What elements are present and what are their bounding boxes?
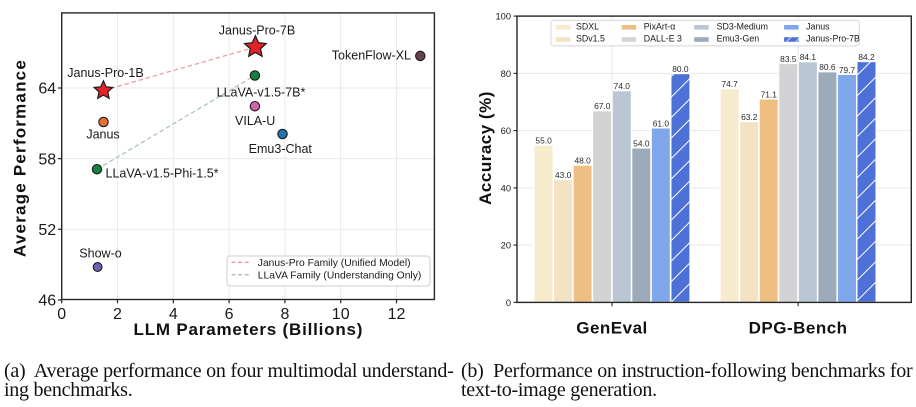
svg-text:Average Performance: Average Performance [11,59,30,257]
svg-text:LLM Parameters (Billions): LLM Parameters (Billions) [134,320,364,339]
svg-text:12: 12 [388,306,406,323]
svg-text:83.5: 83.5 [780,54,797,64]
svg-text:80: 80 [501,69,511,79]
svg-text:48.0: 48.0 [575,156,592,166]
svg-text:0: 0 [506,298,511,308]
svg-text:Emu3-Chat: Emu3-Chat [249,142,313,156]
svg-text:LLaVA-v1.5-Phi-1.5*: LLaVA-v1.5-Phi-1.5* [106,166,219,180]
svg-text:80.6: 80.6 [819,62,836,72]
svg-text:20: 20 [501,241,511,251]
svg-text:0: 0 [57,306,66,323]
svg-text:46: 46 [38,293,56,310]
svg-text:71.1: 71.1 [761,89,778,99]
svg-text:100: 100 [495,12,511,22]
svg-text:LLaVA Family (Understanding On: LLaVA Family (Understanding Only) [258,270,422,281]
svg-text:10: 10 [332,306,350,323]
svg-text:Janus-Pro Family (Unified Mode: Janus-Pro Family (Unified Model) [258,258,411,269]
svg-text:74.7: 74.7 [722,79,739,89]
svg-text:63.2: 63.2 [741,112,758,122]
svg-text:2: 2 [113,306,122,323]
svg-text:Janus-Pro-7B: Janus-Pro-7B [806,34,860,44]
svg-text:4: 4 [169,306,178,323]
svg-text:SDv1.5: SDv1.5 [576,34,605,44]
svg-text:Show-o: Show-o [79,247,121,261]
svg-text:Janus-Pro-7B: Janus-Pro-7B [219,24,295,38]
svg-text:74.0: 74.0 [614,81,631,91]
svg-text:67.0: 67.0 [594,101,611,111]
svg-text:Janus: Janus [806,21,830,31]
svg-text:52: 52 [38,222,56,239]
svg-text:58: 58 [38,151,56,168]
svg-text:6: 6 [225,306,234,323]
svg-text:8: 8 [280,306,289,323]
svg-text:Accuracy (%): Accuracy (%) [476,91,495,205]
svg-text:40: 40 [501,183,511,193]
svg-text:80.0: 80.0 [672,64,689,74]
svg-text:SD3-Medium: SD3-Medium [717,21,768,31]
svg-text:GenEval: GenEval [576,319,648,338]
svg-text:Janus: Janus [86,127,119,141]
svg-text:55.0: 55.0 [535,136,552,146]
svg-text:LLaVA-v1.5-7B*: LLaVA-v1.5-7B* [217,86,306,100]
svg-text:TokenFlow-XL: TokenFlow-XL [332,49,411,63]
svg-text:Emu3-Gen: Emu3-Gen [717,34,760,44]
svg-text:54.0: 54.0 [633,138,650,148]
svg-text:64: 64 [38,81,56,98]
svg-text:DALL-E 3: DALL-E 3 [644,34,682,44]
svg-text:SDXL: SDXL [576,21,599,31]
svg-text:VILA-U: VILA-U [235,114,275,128]
svg-text:PixArt-α: PixArt-α [644,21,675,31]
svg-text:43.0: 43.0 [555,170,572,180]
svg-text:84.2: 84.2 [858,52,875,62]
svg-text:Janus-Pro-1B: Janus-Pro-1B [67,66,143,80]
svg-text:DPG-Bench: DPG-Bench [749,319,848,338]
svg-text:79.7: 79.7 [839,65,856,75]
svg-text:60: 60 [501,126,511,136]
svg-text:84.1: 84.1 [800,52,817,62]
svg-text:61.0: 61.0 [653,118,670,128]
